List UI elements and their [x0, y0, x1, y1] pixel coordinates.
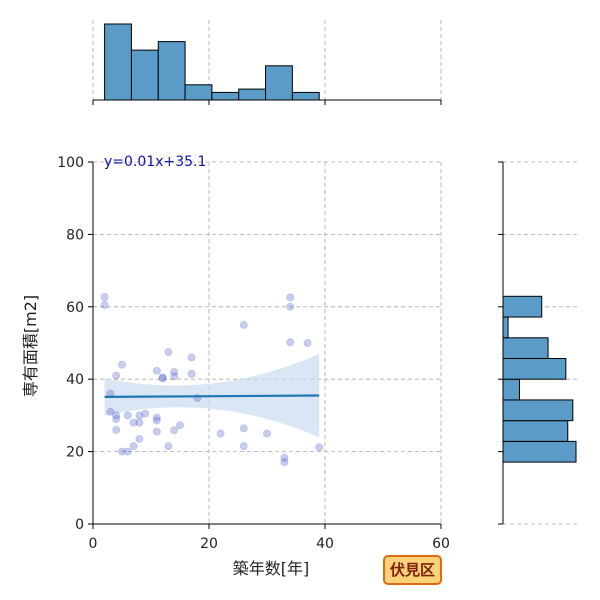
scatter-point-14 [135, 434, 144, 443]
right-hist-bar-6 [502, 316, 509, 339]
scatter-point-42 [286, 338, 295, 347]
scatter-point-34 [239, 320, 248, 329]
scatter-point-31 [187, 369, 196, 378]
scatter-point-12 [129, 418, 138, 427]
scatter-point-20 [152, 416, 161, 425]
scatter-point-4 [112, 371, 121, 380]
scatter-point-9 [118, 447, 127, 456]
top-hist-bar-7 [291, 91, 320, 101]
scatter-point-24 [164, 348, 173, 357]
right-hist-bar-3 [502, 378, 521, 401]
scatter-point-0 [100, 293, 109, 302]
x-axis-label: 築年数[年] [233, 559, 310, 578]
top-hist-bar-2 [157, 41, 186, 101]
scatter-point-23 [158, 374, 167, 383]
scatter-point-27 [170, 372, 179, 381]
scatter-points [100, 293, 324, 467]
y-tick-label: 0 [75, 517, 84, 533]
scatter-point-35 [239, 424, 248, 433]
scatter-point-36 [239, 442, 248, 451]
scatter-point-44 [315, 443, 324, 452]
scatter-point-37 [262, 429, 271, 438]
scatter-point-19 [152, 413, 161, 422]
scatter-point-39 [280, 458, 289, 467]
scatter-point-18 [152, 366, 161, 375]
scatter-point-25 [164, 442, 173, 451]
scatter-point-33 [216, 429, 225, 438]
right-hist-bar-0 [502, 440, 577, 463]
y-tick-label: 80 [66, 227, 84, 243]
scatter-point-5 [112, 411, 121, 420]
scatter-point-7 [112, 425, 121, 434]
scatter-point-8 [118, 360, 127, 369]
scatter-point-29 [175, 421, 184, 430]
y-tick-label: 20 [66, 445, 84, 461]
scatter-point-1 [100, 300, 109, 309]
scatter-point-40 [286, 293, 295, 302]
scatter-point-10 [123, 447, 132, 456]
scatter-point-28 [170, 426, 179, 435]
top-histogram [92, 23, 442, 105]
scatter-point-13 [129, 442, 138, 451]
top-hist-bar-4 [211, 91, 240, 101]
scatter-point-17 [141, 409, 150, 418]
scatter-point-38 [280, 453, 289, 462]
right-hist-bar-7 [502, 295, 543, 318]
right-histogram [498, 161, 577, 525]
scatter-point-3 [106, 407, 115, 416]
right-hist-bar-5 [502, 337, 549, 359]
right-hist-bar-2 [502, 399, 574, 422]
top-hist-bar-5 [238, 88, 267, 101]
regression-line [104, 394, 320, 398]
y-axis-label: 専有面積[m2] [21, 295, 40, 397]
x-tick-label: 40 [316, 536, 334, 552]
x-tick-label: 0 [89, 536, 98, 552]
top-hist-bar-1 [130, 49, 159, 101]
right-hist-bar-4 [502, 357, 567, 380]
scatter-point-41 [286, 302, 295, 311]
scatter-point-22 [158, 373, 167, 382]
y-tick-label: 40 [66, 372, 84, 388]
top-hist-bar-0 [104, 23, 132, 101]
y-tick-label: 100 [57, 155, 84, 171]
right-hist-bar-1 [502, 420, 569, 442]
y-tick-label: 60 [66, 300, 84, 316]
top-hist-bar-3 [184, 84, 213, 101]
x-tick-label: 20 [200, 536, 218, 552]
ward-badge: 伏見区 [383, 555, 443, 585]
scatter-point-43 [303, 338, 312, 347]
scatter-point-30 [187, 353, 196, 362]
top-hist-bar-6 [265, 65, 293, 101]
scatter-point-11 [123, 411, 132, 420]
scatter-point-21 [152, 427, 161, 436]
regression-equation: y=0.01x+35.1 [104, 154, 206, 170]
scatter-point-6 [112, 415, 121, 424]
scatter-point-26 [170, 367, 179, 376]
scatter-point-15 [135, 411, 144, 420]
grid-lines [92, 20, 578, 525]
x-tick-label: 60 [432, 536, 450, 552]
scatter-point-16 [135, 418, 144, 427]
